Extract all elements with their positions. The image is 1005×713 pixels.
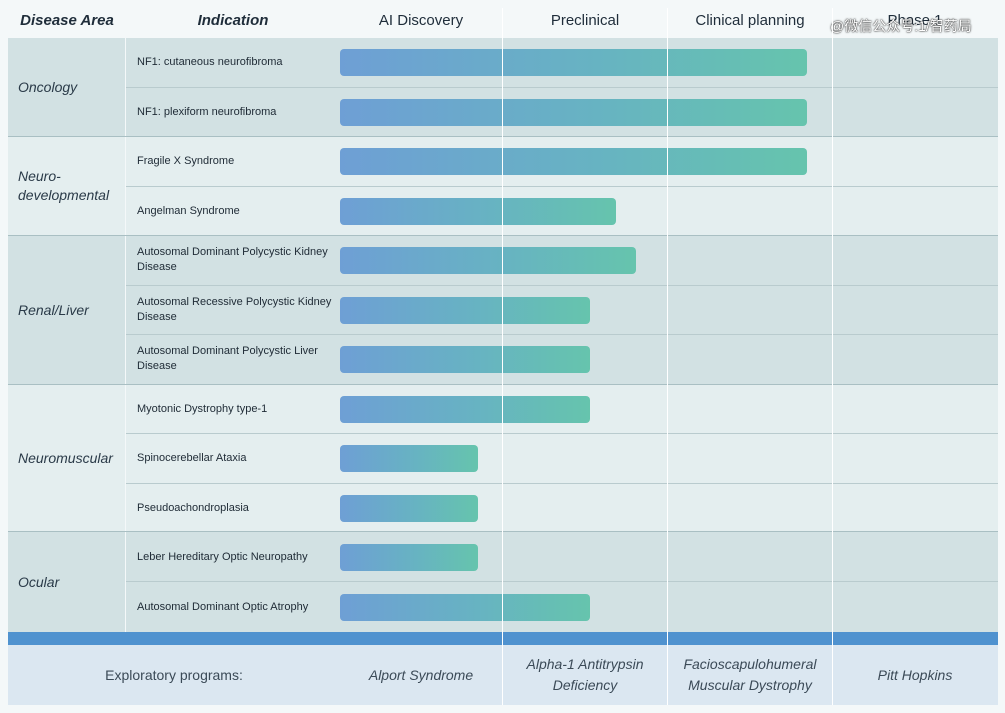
footer-label: Exploratory programs: (105, 666, 243, 683)
progress-bar (340, 445, 478, 472)
area-divider (8, 384, 998, 385)
area-divider (8, 235, 998, 236)
header-preclinical: Preclinical (550, 11, 620, 29)
row-divider (126, 186, 998, 187)
header-disease-area: Disease Area (20, 11, 114, 29)
area-renal-liver: Renal/Liver (8, 236, 125, 384)
progress-bar (340, 346, 590, 373)
indication-label: Autosomal Dominant Optic Atrophy (137, 601, 309, 613)
progress-bar (340, 49, 807, 76)
indication-label: Autosomal Dominant Polycystic Liver Dise… (137, 345, 318, 372)
row-divider (126, 87, 998, 88)
indication-label: Fragile X Syndrome (137, 155, 235, 167)
progress-bar (340, 247, 636, 274)
header-ai-discovery: AI Discovery (378, 11, 464, 29)
header-indication: Indication (197, 11, 269, 29)
footer-band (8, 632, 998, 645)
exploratory-program: Alport Syndrome (368, 666, 474, 683)
column-divider (667, 8, 668, 705)
progress-bar (340, 594, 590, 621)
area-neuromuscular: Neuromuscular (8, 385, 125, 531)
row-divider (126, 433, 998, 434)
exploratory-program: Facioscapulohumeral Muscular Dystrophy (683, 656, 817, 693)
progress-bar (340, 396, 590, 423)
indication-label: Autosomal Recessive Polycystic Kidney Di… (137, 296, 332, 323)
row-divider (126, 483, 998, 484)
exploratory-program: Alpha-1 Antitrypsin Deficiency (526, 656, 644, 693)
column-divider (502, 8, 503, 705)
column-divider (832, 8, 833, 705)
exploratory-program: Pitt Hopkins (877, 666, 953, 683)
area-oncology: Oncology (8, 38, 125, 136)
progress-bar (340, 99, 807, 126)
row-divider (126, 334, 998, 335)
row-divider (126, 285, 998, 286)
indication-label: Spinocerebellar Ataxia (137, 452, 247, 464)
row-divider (126, 581, 998, 582)
progress-bar (340, 297, 590, 324)
table-row (126, 532, 998, 581)
progress-bar (340, 198, 616, 225)
area-neurodevelopmental: Neuro- developmental (8, 137, 125, 235)
indication-label: Autosomal Dominant Polycystic Kidney Dis… (137, 246, 328, 273)
indication-label: Pseudoachondroplasia (137, 502, 249, 514)
indication-label: NF1: cutaneous neurofibroma (137, 56, 283, 68)
indication-label: Angelman Syndrome (137, 205, 240, 217)
indication-label: Myotonic Dystrophy type-1 (137, 403, 268, 415)
indication-label: NF1: plexiform neurofibroma (137, 106, 277, 118)
table-row (126, 434, 998, 483)
area-ocular: Ocular (8, 532, 125, 632)
footer (8, 645, 998, 705)
table-row (126, 484, 998, 531)
header-clinical-planning: Clinical planning (695, 11, 805, 29)
indication-label: Leber Hereditary Optic Neuropathy (137, 551, 308, 563)
progress-bar (340, 495, 478, 522)
area-divider (8, 136, 998, 137)
watermark: @微信公众号:1/智药局 (830, 18, 972, 34)
header-phase-1: Phase 1 (887, 11, 943, 29)
progress-bar (340, 148, 807, 175)
area-divider (8, 531, 998, 532)
progress-bar (340, 544, 478, 571)
